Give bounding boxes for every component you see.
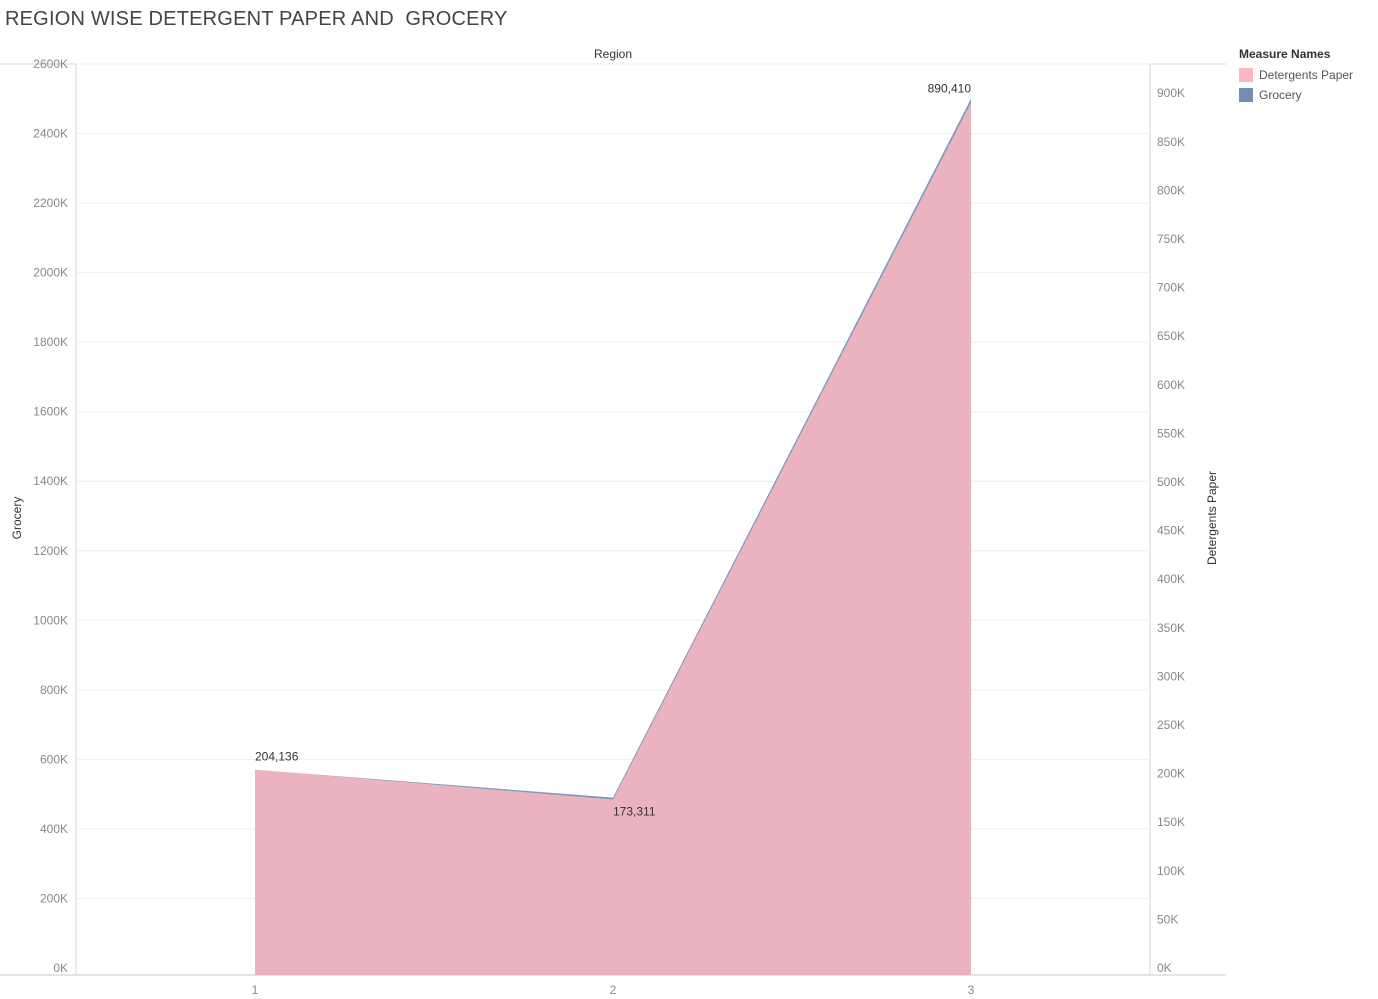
chart-title: REGION WISE DETERGENT PAPER AND GROCERY — [5, 8, 508, 30]
y-right-tick-label: 250K — [1157, 718, 1185, 732]
y-right-tick-label: 900K — [1157, 86, 1185, 100]
data-label: 890,410 — [928, 81, 972, 95]
y-right-tick-label: 750K — [1157, 232, 1185, 246]
y-right-tick-label: 800K — [1157, 183, 1185, 197]
y-left-axis-title: Grocery — [10, 497, 24, 540]
y-right-tick-label: 500K — [1157, 475, 1185, 489]
y-left-tick-label: 400K — [40, 822, 68, 836]
y-right-tick-label: 550K — [1157, 426, 1185, 440]
legend-title: Measure Names — [1239, 47, 1331, 61]
y-right-tick-label: 150K — [1157, 815, 1185, 829]
legend-item-detergents-paper[interactable]: Detergents Paper — [1239, 65, 1353, 85]
y-right-tick-label: 100K — [1157, 864, 1185, 878]
y-left-tick-label: 2200K — [33, 196, 68, 210]
y-left-tick-label: 1600K — [33, 405, 68, 419]
y-left-tick-label: 1000K — [33, 613, 68, 627]
y-left-tick-label: 800K — [40, 683, 68, 697]
x-axis-title-top: Region — [594, 47, 632, 61]
data-label: 204,136 — [255, 750, 299, 764]
x-tick-label: 1 — [252, 983, 259, 997]
legend-label-grocery: Grocery — [1259, 88, 1302, 102]
y-left-tick-label: 1400K — [33, 474, 68, 488]
y-left-tick-label: 600K — [40, 752, 68, 766]
y-left-tick-label: 200K — [40, 891, 68, 905]
detergents-paper-swatch — [1239, 68, 1253, 82]
y-right-tick-label: 400K — [1157, 572, 1185, 586]
y-left-tick-label: 1800K — [33, 335, 68, 349]
y-right-tick-label: 50K — [1157, 912, 1178, 926]
y-right-tick-label: 850K — [1157, 135, 1185, 149]
y-right-tick-label: 700K — [1157, 281, 1185, 295]
data-label: 173,311 — [613, 805, 656, 819]
y-right-axis-title: Detergents Paper — [1205, 471, 1219, 565]
x-tick-label: 3 — [968, 983, 975, 997]
legend-item-grocery[interactable]: Grocery — [1239, 85, 1353, 105]
y-right-tick-label: 300K — [1157, 669, 1185, 683]
y-left-tick-label: 2600K — [33, 57, 68, 71]
y-left-tick-label: 2000K — [33, 266, 68, 280]
legend: Measure Names Detergents Paper Grocery — [1239, 47, 1353, 105]
y-left-tick-label: 1200K — [33, 544, 68, 558]
y-right-tick-label: 450K — [1157, 524, 1185, 538]
y-right-tick-label: 200K — [1157, 767, 1185, 781]
legend-label-detergents-paper: Detergents Paper — [1259, 68, 1354, 82]
y-right-tick-label: 0K — [1157, 961, 1172, 975]
detergents-paper-area — [255, 102, 971, 976]
y-right-tick-label: 350K — [1157, 621, 1185, 635]
grocery-swatch — [1239, 88, 1253, 102]
y-left-tick-label: 2400K — [33, 127, 68, 141]
y-right-tick-label: 600K — [1157, 378, 1185, 392]
x-tick-label: 2 — [610, 983, 617, 997]
y-left-tick-label: 0K — [53, 961, 68, 975]
y-right-tick-label: 650K — [1157, 329, 1185, 343]
